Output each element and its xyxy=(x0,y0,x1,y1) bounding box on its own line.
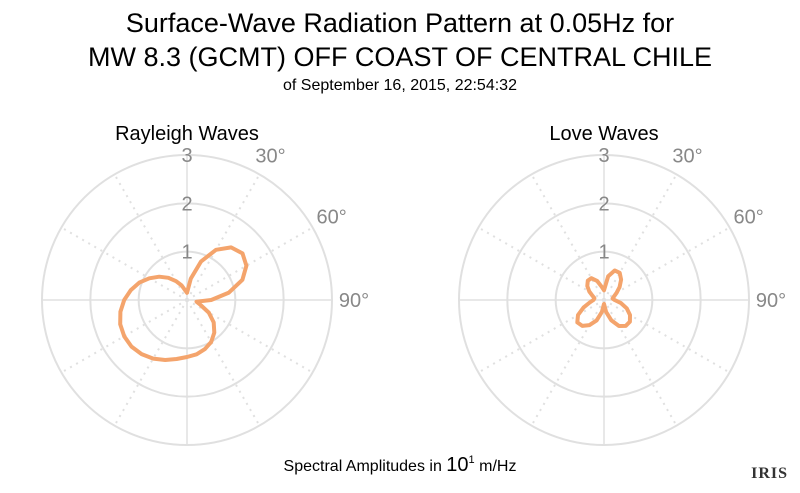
chart1-series-line xyxy=(118,245,249,362)
chart1-grid-spoke xyxy=(60,299,188,374)
units-exponent: 1 xyxy=(468,454,475,466)
chart2-grid-spoke xyxy=(530,299,605,427)
chart1-radial-tick-label: 3 xyxy=(181,145,192,167)
chart1-grid-spoke xyxy=(186,299,314,374)
iris-logo: IRIS xyxy=(751,465,788,482)
chart-title-line2: MW 8.3 (GCMT) OFF COAST OF CENTRAL CHILE xyxy=(87,42,713,72)
chart2-angular-tick-label: 30° xyxy=(672,145,702,167)
chart1-grid-spoke xyxy=(60,226,188,301)
chart2-grid-spoke xyxy=(477,299,605,374)
units-prefix: Spectral Amplitudes in xyxy=(283,458,447,475)
chart2-radial-tick-label: 2 xyxy=(598,193,609,215)
chart-subtitle: of September 16, 2015, 22:54:32 xyxy=(283,77,517,94)
chart2-angular-tick-label: 60° xyxy=(734,207,764,229)
amplitude-units-caption: Spectral Amplitudes in 101 m/Hz xyxy=(0,454,800,477)
chart1-angular-tick-label: 90° xyxy=(339,290,369,312)
chart2-grid-spoke xyxy=(477,226,605,301)
chart2-radial-tick-label: 3 xyxy=(598,145,609,167)
chart2-grid-spoke xyxy=(603,226,731,301)
chart1-grid-spoke xyxy=(113,173,188,301)
chart1-angular-tick-label: 30° xyxy=(255,145,285,167)
chart2-radial-tick-label: 1 xyxy=(598,242,609,264)
chart1-grid-spoke xyxy=(113,299,188,427)
chart1-radial-tick-label: 2 xyxy=(181,193,192,215)
chart2-grid-spoke xyxy=(603,299,678,427)
chart1-angular-tick-label: 60° xyxy=(317,207,347,229)
units-unit: m/Hz xyxy=(474,458,517,475)
chart1-radial-tick-label: 1 xyxy=(181,242,192,264)
chart2-grid-spoke xyxy=(603,173,678,301)
chart2-grid-spoke xyxy=(530,173,605,301)
chart-title-line1: Surface-Wave Radiation Pattern at 0.05Hz… xyxy=(125,8,675,38)
chart2-series-line xyxy=(575,268,632,328)
chart2-title: Love Waves xyxy=(549,123,658,145)
units-base: 10 xyxy=(446,454,469,476)
chart2-grid-spoke xyxy=(603,299,731,374)
chart1-grid-spoke xyxy=(186,173,261,301)
chart1-grid-spoke xyxy=(186,299,261,427)
chart1-title: Rayleigh Waves xyxy=(115,123,259,145)
chart2-angular-tick-label: 90° xyxy=(756,290,786,312)
chart1-grid-spoke xyxy=(186,226,314,301)
